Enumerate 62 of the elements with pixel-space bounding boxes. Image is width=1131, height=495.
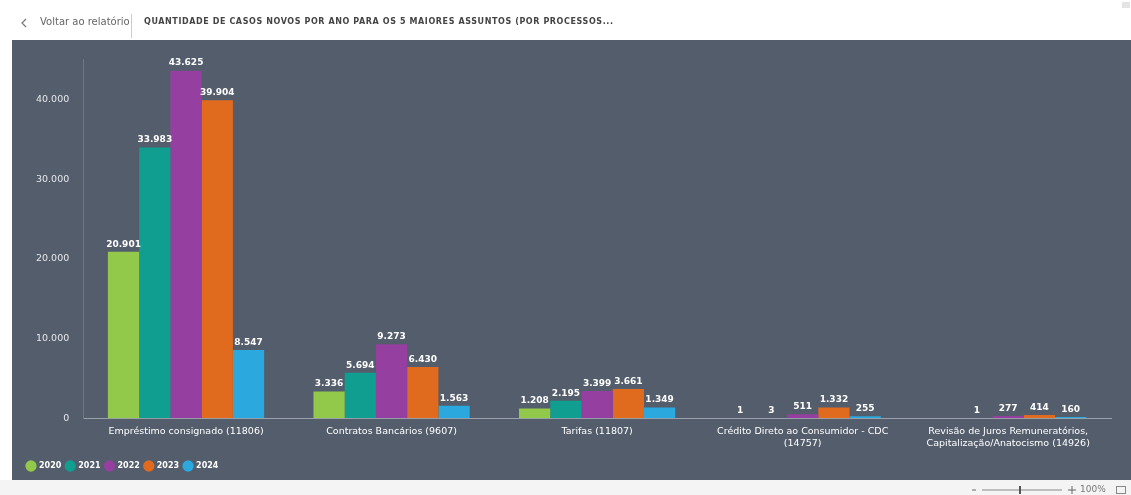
legend-label: 2020 [39,461,62,471]
chart-title: QUANTIDADE DE CASOS NOVOS POR ANO PARA OS 5 MAIORES ASSUNTOS (POR PROCESSOS... [144,17,614,26]
bar [550,400,582,419]
bar [232,350,265,419]
bar [107,251,140,419]
x-tick-label: Tarifas (11807) [560,425,633,437]
data-label: 2.195 [551,387,581,398]
bar [612,389,644,419]
data-label: 1.208 [520,395,549,406]
data-label: 20.901 [106,238,141,249]
data-label: 277 [998,402,1018,413]
bar [313,391,345,419]
data-label: 39.904 [199,87,235,98]
data-label: 1.349 [645,394,674,405]
legend-label: 2021 [78,461,101,471]
data-label: 511 [793,400,813,411]
data-label: 160 [1061,403,1081,414]
x-tick-label: Contratos Bancários (9607) [326,425,457,437]
bar [992,415,1024,419]
bar [581,391,613,419]
data-label: 33.983 [137,134,173,145]
legend-label: 2022 [117,461,140,471]
bar [643,407,676,419]
bar [139,147,171,419]
data-label: 43.625 [168,57,204,68]
y-tick-label: 10.000 [35,332,70,343]
legend-label: 2024 [196,461,219,471]
bar [438,405,470,419]
data-label: 3.399 [582,377,612,388]
data-label: 1 [973,405,981,416]
text: Voltar ao relatório [40,16,130,27]
data-label: 414 [1030,401,1049,412]
data-label: 3 [768,405,775,416]
data-label: 255 [855,403,875,414]
data-label: 8.547 [234,336,263,347]
x-tick-label: Empréstimo consignado (11806) [108,425,264,437]
data-label: 1 [737,405,744,416]
data-label: 9.273 [377,331,406,342]
bar [375,344,408,419]
legend-label: 2023 [156,461,180,471]
y-tick-label: 0 [63,411,70,423]
y-tick-label: 20.000 [35,252,70,264]
bar [344,372,376,419]
bar [519,408,551,419]
data-label: 6.430 [408,353,438,364]
bar [407,366,439,419]
bar [787,414,819,419]
data-label: 1.563 [439,392,469,403]
y-tick-label: 40.000 [35,93,70,104]
text: 100% [1080,484,1106,494]
data-label: 3.661 [614,375,643,386]
bar [1023,414,1056,419]
bar [818,407,850,419]
bar [201,100,233,419]
x-tick-label: Crédito Direto ao Consumidor - CDC (14757) [717,425,889,448]
data-label: 3.336 [314,378,344,389]
bar [170,70,202,419]
bar [849,416,881,419]
y-tick-label: 30.000 [35,172,70,184]
data-label: 5.694 [346,359,375,370]
data-label: 1.332 [819,394,849,405]
x-tick-label: Revisão de Juros Remuneratórios, Capitalização/Anatocismo (14926) [926,425,1090,448]
